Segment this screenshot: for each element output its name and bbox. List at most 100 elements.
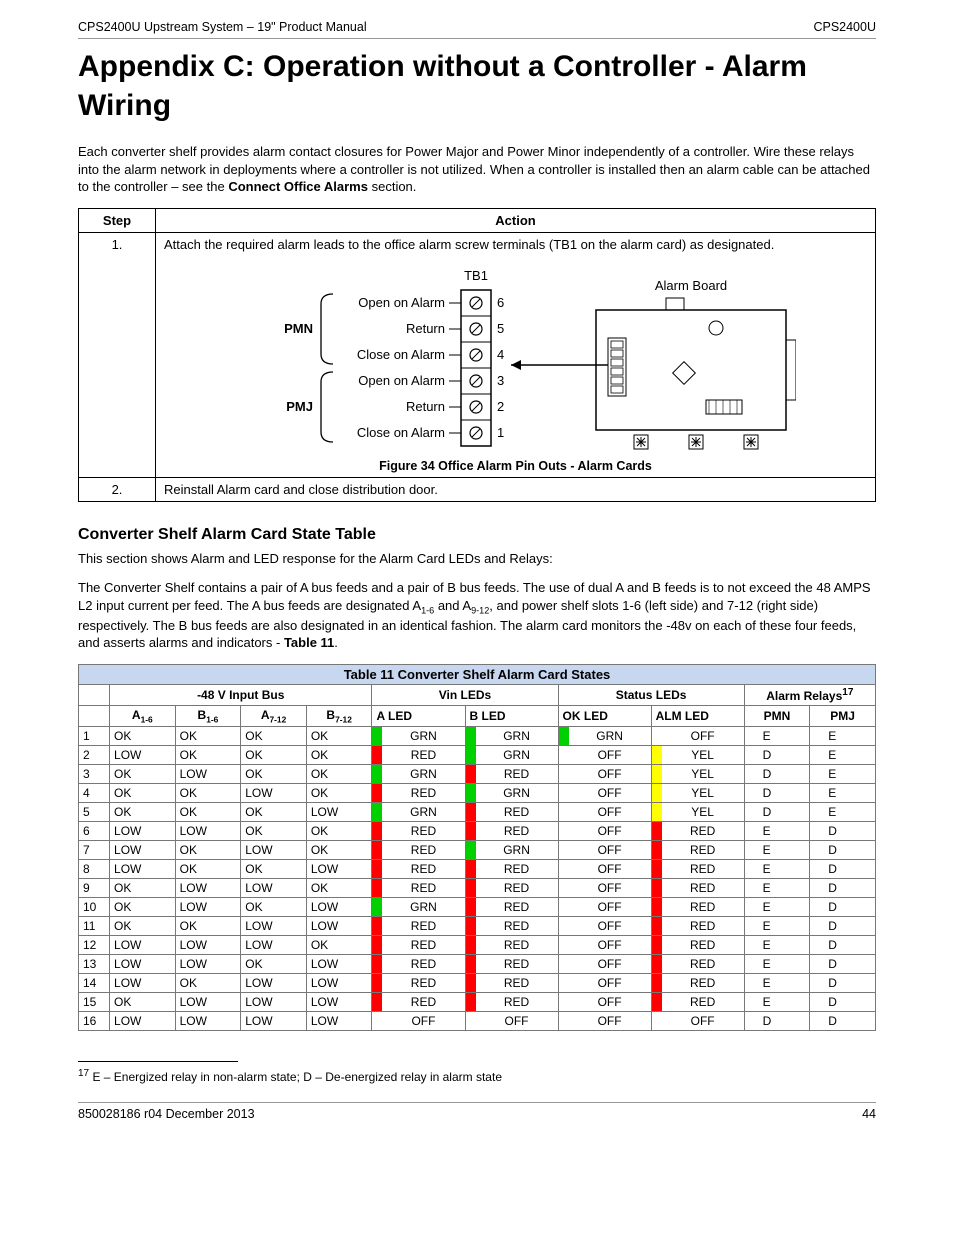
- svg-text:3: 3: [497, 373, 504, 388]
- action-table: Step Action 1. Attach the required alarm…: [78, 208, 876, 502]
- sub-A1-6: A1-6: [110, 705, 176, 726]
- led-swatch: [372, 784, 382, 802]
- section-p2: The Converter Shelf contains a pair of A…: [78, 579, 876, 652]
- diagram-wrap: TB16Open on Alarm5Return4Close on Alarm3…: [164, 260, 867, 453]
- intro-paragraph: Each converter shelf provides alarm cont…: [78, 143, 876, 196]
- section-heading: Converter Shelf Alarm Card State Table: [78, 526, 876, 544]
- led-swatch: [652, 860, 662, 878]
- led-swatch: [559, 803, 569, 821]
- page-footer: 850028186 r04 December 2013 44: [78, 1102, 876, 1121]
- sub-A7-12: A7-12: [241, 705, 307, 726]
- sub-PMJ: PMJ: [810, 705, 876, 726]
- led-swatch: [466, 898, 476, 916]
- svg-text:5: 5: [497, 321, 504, 336]
- svg-text:Close on Alarm: Close on Alarm: [356, 347, 444, 362]
- svg-text:Open on Alarm: Open on Alarm: [358, 373, 445, 388]
- led-swatch: [372, 746, 382, 764]
- led-swatch: [559, 860, 569, 878]
- led-swatch: [372, 822, 382, 840]
- table-row: 7LOWOKLOWOKREDGRNOFFREDED: [79, 841, 876, 860]
- table-row: 9OKLOWLOWOKREDREDOFFREDED: [79, 879, 876, 898]
- svg-text:1: 1: [497, 425, 504, 440]
- page-title: Appendix C: Operation without a Controll…: [78, 47, 876, 125]
- table-row: 12LOWLOWLOWOKREDREDOFFREDED: [79, 936, 876, 955]
- table-row: 10OKLOWOKLOWGRNREDOFFREDED: [79, 898, 876, 917]
- led-swatch: [466, 803, 476, 821]
- led-swatch: [466, 727, 476, 745]
- alarm-diagram: TB16Open on Alarm5Return4Close on Alarm3…: [236, 260, 796, 450]
- table-row: 11OKOKLOWLOWREDREDOFFREDED: [79, 917, 876, 936]
- section-p1: This section shows Alarm and LED respons…: [78, 550, 876, 568]
- table-row: 3OKLOWOKOKGRNREDOFFYELDE: [79, 765, 876, 784]
- led-swatch: [652, 841, 662, 859]
- led-swatch: [652, 784, 662, 802]
- led-swatch: [466, 841, 476, 859]
- header-left: CPS2400U Upstream System – 19" Product M…: [78, 20, 367, 34]
- led-swatch: [466, 936, 476, 954]
- sub-B-LED: B LED: [465, 705, 558, 726]
- group-vin: Vin LEDs: [372, 684, 558, 705]
- led-swatch: [372, 765, 382, 783]
- led-swatch: [652, 822, 662, 840]
- led-swatch: [559, 898, 569, 916]
- led-swatch: [372, 860, 382, 878]
- svg-text:2: 2: [497, 399, 504, 414]
- led-swatch: [466, 993, 476, 1011]
- led-swatch: [466, 784, 476, 802]
- header-right: CPS2400U: [813, 20, 876, 34]
- led-swatch: [466, 879, 476, 897]
- step-1: 1.: [79, 232, 156, 477]
- svg-text:Return: Return: [405, 321, 444, 336]
- group-bus: -48 V Input Bus: [110, 684, 372, 705]
- sub-A-LED: A LED: [372, 705, 465, 726]
- svg-text:PMJ: PMJ: [286, 399, 313, 414]
- led-swatch: [559, 993, 569, 1011]
- sub-ALM-LED: ALM LED: [651, 705, 744, 726]
- svg-text:Close on Alarm: Close on Alarm: [356, 425, 444, 440]
- sub-B7-12: B7-12: [306, 705, 372, 726]
- led-swatch: [559, 746, 569, 764]
- footnote-rule: [78, 1061, 238, 1062]
- sub-OK-LED: OK LED: [558, 705, 651, 726]
- led-swatch: [652, 1012, 662, 1030]
- led-swatch: [372, 879, 382, 897]
- led-swatch: [372, 993, 382, 1011]
- led-swatch: [652, 746, 662, 764]
- led-swatch: [466, 1012, 476, 1030]
- state-table-title: Table 11 Converter Shelf Alarm Card Stat…: [79, 664, 876, 684]
- table-row: 8LOWOKOKLOWREDREDOFFREDED: [79, 860, 876, 879]
- led-swatch: [559, 955, 569, 973]
- action-1: Attach the required alarm leads to the o…: [156, 232, 876, 477]
- action-2: Reinstall Alarm card and close distribut…: [156, 477, 876, 501]
- led-swatch: [559, 917, 569, 935]
- table-row: 1OKOKOKOKGRNGRNGRNOFFEE: [79, 727, 876, 746]
- led-swatch: [372, 727, 382, 745]
- led-swatch: [559, 765, 569, 783]
- svg-text:TB1: TB1: [464, 268, 488, 283]
- led-swatch: [466, 974, 476, 992]
- led-swatch: [652, 727, 662, 745]
- figure-caption: Figure 34 Office Alarm Pin Outs - Alarm …: [164, 459, 867, 473]
- action-header: Action: [156, 208, 876, 232]
- led-swatch: [652, 993, 662, 1011]
- led-swatch: [559, 1012, 569, 1030]
- led-swatch: [559, 727, 569, 745]
- led-swatch: [466, 860, 476, 878]
- led-swatch: [466, 955, 476, 973]
- table-row: 14LOWOKLOWLOWREDREDOFFREDED: [79, 974, 876, 993]
- led-swatch: [372, 936, 382, 954]
- step-2: 2.: [79, 477, 156, 501]
- led-swatch: [559, 822, 569, 840]
- led-swatch: [652, 879, 662, 897]
- table-row: 15OKLOWLOWLOWREDREDOFFREDED: [79, 993, 876, 1012]
- footnote: 17 E – Energized relay in non-alarm stat…: [78, 1068, 876, 1084]
- table-row: 4OKOKLOWOKREDGRNOFFYELDE: [79, 784, 876, 803]
- led-swatch: [466, 917, 476, 935]
- led-swatch: [466, 746, 476, 764]
- page-header: CPS2400U Upstream System – 19" Product M…: [78, 20, 876, 39]
- led-swatch: [372, 955, 382, 973]
- svg-text:6: 6: [497, 295, 504, 310]
- led-swatch: [372, 803, 382, 821]
- led-swatch: [372, 841, 382, 859]
- led-swatch: [652, 936, 662, 954]
